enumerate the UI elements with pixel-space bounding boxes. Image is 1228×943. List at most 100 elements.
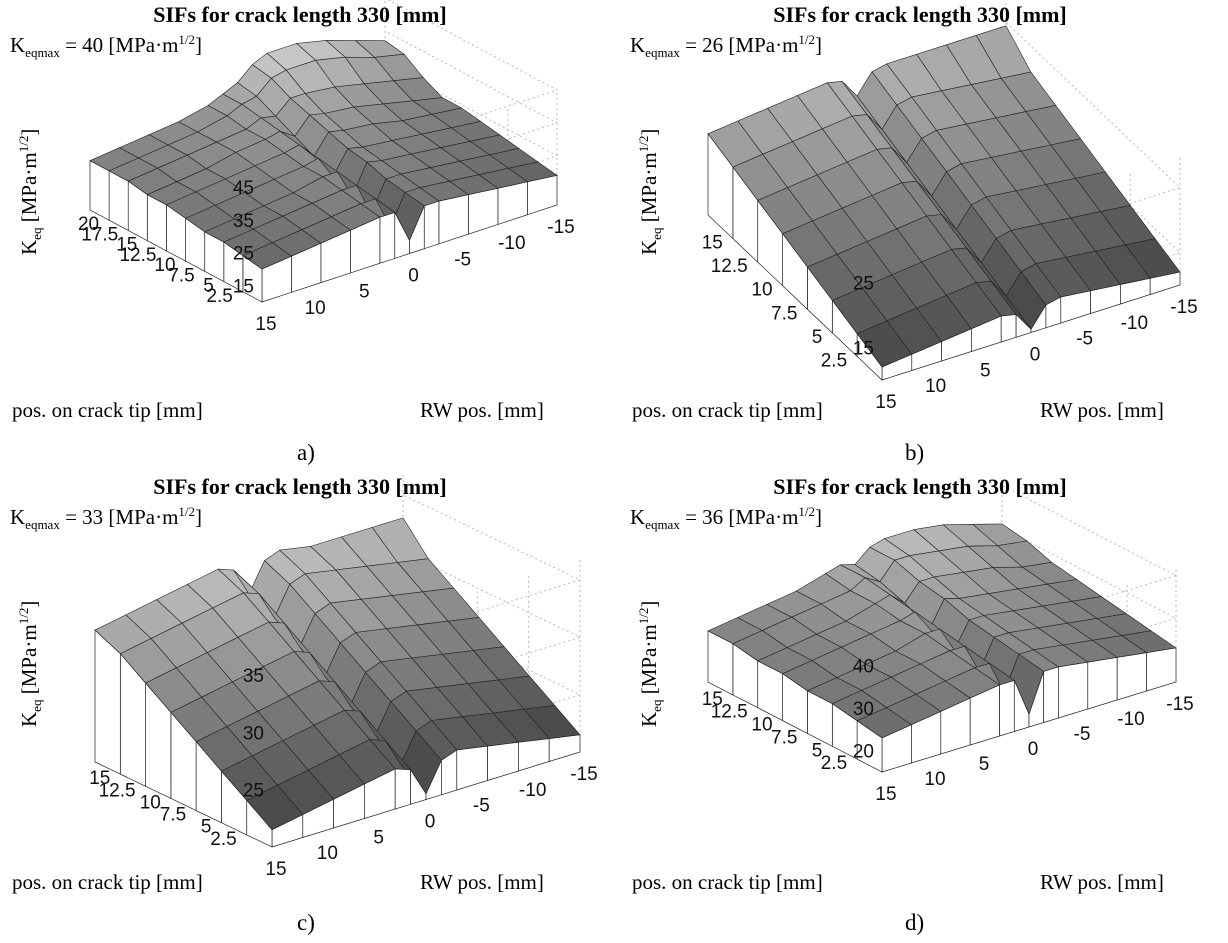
x-axis-label: pos. on crack tip [mm] (632, 398, 823, 422)
x-tick-label: 10 (751, 715, 772, 736)
curtain-panel (1116, 652, 1147, 701)
y-tick-label: 5 (359, 282, 370, 303)
z-tick-label: 20 (853, 742, 874, 763)
curtain-panel (1043, 666, 1059, 723)
z-tick-label: 30 (243, 723, 264, 744)
x-tick-label: 7.5 (168, 265, 194, 286)
curtain-panel (1087, 656, 1118, 710)
tick-labels: 152535452.557.51012.51517.520151050-5-10… (78, 178, 575, 335)
y-tick-label: 10 (924, 769, 945, 790)
curtain (707, 630, 1177, 773)
y-tick-label: 15 (875, 392, 896, 413)
z-tick-label: 15 (853, 339, 874, 360)
chart-title: SIFs for crack length 330 [mm] (153, 2, 447, 27)
surface (94, 517, 581, 831)
grid-line (261, 63, 559, 254)
x-tick-label: 12.5 (119, 245, 156, 266)
curtain-panel (108, 170, 129, 231)
subplot-caption: d) (905, 910, 925, 935)
y-tick-label: -10 (1117, 709, 1144, 730)
curtain-panel (423, 200, 440, 250)
x-tick-label: 15 (702, 233, 723, 254)
x-tick-label: 20 (78, 214, 99, 235)
z-tick-label: 45 (233, 178, 254, 199)
y-tick-label: -5 (1074, 724, 1091, 745)
chart-title: SIFs for crack length 330 [mm] (153, 474, 447, 499)
z-axis-label: Keq [MPa·m1/2] (16, 128, 45, 255)
y-tick-label: -15 (570, 764, 597, 785)
curtain-panel (94, 629, 121, 775)
y-tick-label: -10 (519, 780, 546, 801)
y-tick-label: -5 (1076, 329, 1093, 350)
grid-line (261, 0, 559, 188)
subplot-caption: c) (297, 910, 315, 935)
y-tick-label: -10 (1121, 313, 1148, 334)
curtain (94, 629, 581, 848)
curtain-panel (707, 132, 734, 240)
x-tick-label: 2.5 (821, 350, 847, 371)
curtain-panel (438, 194, 469, 245)
y-tick-label: 0 (408, 266, 419, 287)
curtain-panel (89, 160, 110, 221)
keqmax-annotation: Keqmax = 40 [MPa·m1/2] (10, 32, 203, 61)
x-tick-label: 15 (116, 235, 137, 256)
y-tick-label: 10 (305, 298, 326, 319)
surface (707, 25, 1181, 368)
y-tick-label: -15 (547, 217, 574, 238)
y-axis-label: RW pos. [mm] (420, 398, 544, 422)
z-axis-label: Keq [MPa·m1/2] (16, 600, 45, 727)
chart-title: SIFs for crack length 330 [mm] (773, 2, 1067, 27)
curtain-panel (999, 679, 1015, 737)
z-tick-label: 25 (243, 781, 264, 802)
y-axis-label: RW pos. [mm] (1040, 870, 1164, 894)
z-tick-label: 35 (233, 211, 254, 232)
y-tick-label: 10 (317, 843, 338, 864)
curtain-panel (497, 181, 528, 225)
x-tick-label: 15 (89, 768, 110, 789)
keqmax-annotation: Keqmax = 36 [MPa·m1/2] (630, 504, 823, 533)
x-tick-label: 7.5 (160, 805, 186, 826)
x-tick-label: 10 (751, 280, 772, 301)
x-axis-label: pos. on crack tip [mm] (12, 870, 203, 894)
keqmax-annotation: Keqmax = 26 [MPa·m1/2] (630, 32, 823, 61)
curtain-panel (146, 194, 167, 252)
z-tick-label: 25 (233, 244, 254, 265)
x-tick-label: 12.5 (711, 256, 748, 277)
y-tick-label: 15 (875, 784, 896, 805)
y-tick-label: 5 (373, 827, 384, 848)
x-tick-label: 7.5 (771, 303, 797, 324)
curtain-panel (456, 745, 488, 791)
z-tick-label: 25 (853, 274, 874, 295)
curtain-panel (518, 738, 550, 772)
y-tick-label: -5 (454, 249, 471, 270)
x-tick-label: 10 (140, 792, 161, 813)
z-axis-label: Keq [MPa·m1/2] (636, 128, 665, 255)
surface (89, 40, 558, 270)
y-tick-label: -15 (1166, 694, 1193, 715)
x-tick-label: 5 (201, 817, 212, 838)
curtain-panel (487, 741, 519, 781)
x-tick-label: 10 (154, 255, 175, 276)
x-tick-label: 5 (203, 276, 214, 297)
subplot-b: 15 25 2.5 5 7.5 10 12.5 15 15 10 5 0 -5 -10 -15 SIFs f… (620, 0, 1220, 470)
z-axis-label: Keq [MPa·m1/2] (636, 600, 665, 727)
x-tick-label: 5 (812, 740, 823, 761)
surface-plot-a: 152535452.557.51012.51517.520151050-5-10… (78, 0, 575, 335)
curtain-panel (1146, 647, 1177, 692)
x-axis-label: pos. on crack tip [mm] (632, 870, 823, 894)
x-tick-label: 5 (812, 327, 823, 348)
y-tick-label: 10 (925, 376, 946, 397)
curtain-panel (1058, 661, 1089, 719)
x-tick-label: 12.5 (711, 702, 748, 723)
curtain (89, 160, 558, 303)
x-tick-label: 15 (702, 689, 723, 710)
z-tick-label: 15 (233, 277, 254, 298)
y-tick-label: -10 (498, 233, 525, 254)
curtain-panel (707, 630, 734, 696)
curtain-panel (379, 211, 396, 264)
y-tick-label: 15 (265, 859, 286, 880)
